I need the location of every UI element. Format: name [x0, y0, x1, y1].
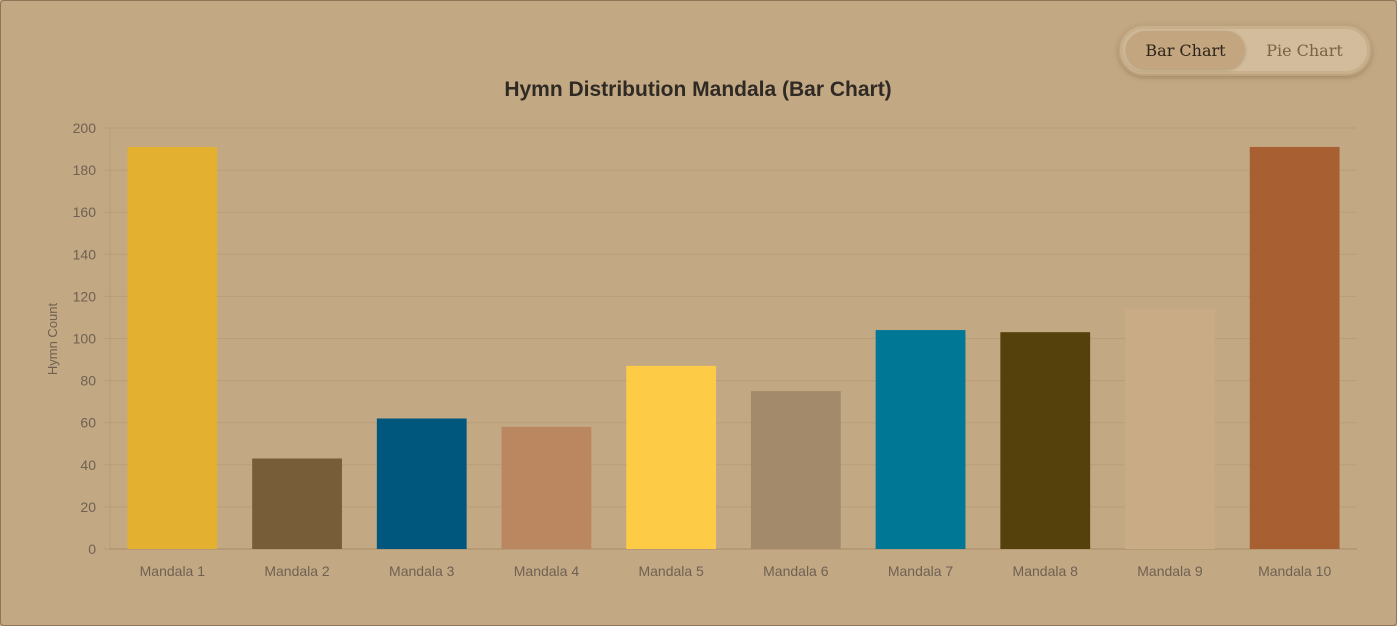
bar-mandala-2[interactable]: [252, 458, 342, 549]
y-tick-label: 200: [73, 120, 97, 136]
bar-chart-button[interactable]: Bar Chart: [1126, 31, 1245, 69]
x-tick-label: Mandala 7: [888, 563, 954, 579]
y-tick-label: 20: [80, 499, 96, 515]
bar-mandala-1[interactable]: [127, 146, 218, 549]
y-tick-label: 100: [73, 331, 97, 347]
y-tick-label: 0: [88, 541, 96, 557]
x-tick-label: Mandala 9: [1137, 563, 1203, 579]
bar-mandala-9[interactable]: [1125, 309, 1215, 549]
y-tick-label: 140: [73, 246, 97, 262]
chart-type-toggle: Bar Chart Pie Chart: [1118, 24, 1372, 76]
x-tick-label: Mandala 6: [763, 563, 829, 579]
x-tick-label: Mandala 4: [514, 563, 580, 579]
y-tick-label: 60: [80, 415, 96, 431]
bar-mandala-6[interactable]: [750, 391, 841, 549]
bar-mandala-3[interactable]: [376, 418, 467, 549]
x-tick-label: Mandala 1: [140, 563, 206, 579]
chart-title: Hymn Distribution Mandala (Bar Chart): [504, 78, 891, 101]
grid: [104, 127, 1357, 550]
y-tick-label: 40: [80, 457, 96, 473]
bars: [127, 146, 1340, 549]
pie-chart-button[interactable]: Pie Chart: [1266, 40, 1343, 60]
x-tick-label: Mandala 8: [1013, 563, 1079, 579]
bar-mandala-8[interactable]: [1000, 332, 1091, 549]
y-tick-label: 120: [73, 288, 97, 304]
x-tick-label: Mandala 3: [389, 563, 455, 579]
y-tick-label: 80: [80, 373, 96, 389]
bar-mandala-4[interactable]: [501, 426, 592, 549]
y-axis-ticks: 0 20 40 60 80 100 120 140 160 180 200: [73, 120, 97, 557]
x-tick-label: Mandala 10: [1258, 563, 1331, 579]
x-axis-ticks: Mandala 1 Mandala 2 Mandala 3 Mandala 4 Mand…: [140, 563, 1332, 579]
bar-mandala-10[interactable]: [1249, 146, 1340, 549]
y-tick-label: 180: [73, 162, 97, 178]
x-tick-label: Mandala 5: [638, 563, 704, 579]
bar-mandala-7[interactable]: [875, 330, 966, 549]
y-tick-label: 160: [73, 204, 97, 220]
y-axis-label: Hymn Count: [45, 302, 60, 375]
x-tick-label: Mandala 2: [264, 563, 330, 579]
bar-mandala-5[interactable]: [626, 365, 717, 549]
